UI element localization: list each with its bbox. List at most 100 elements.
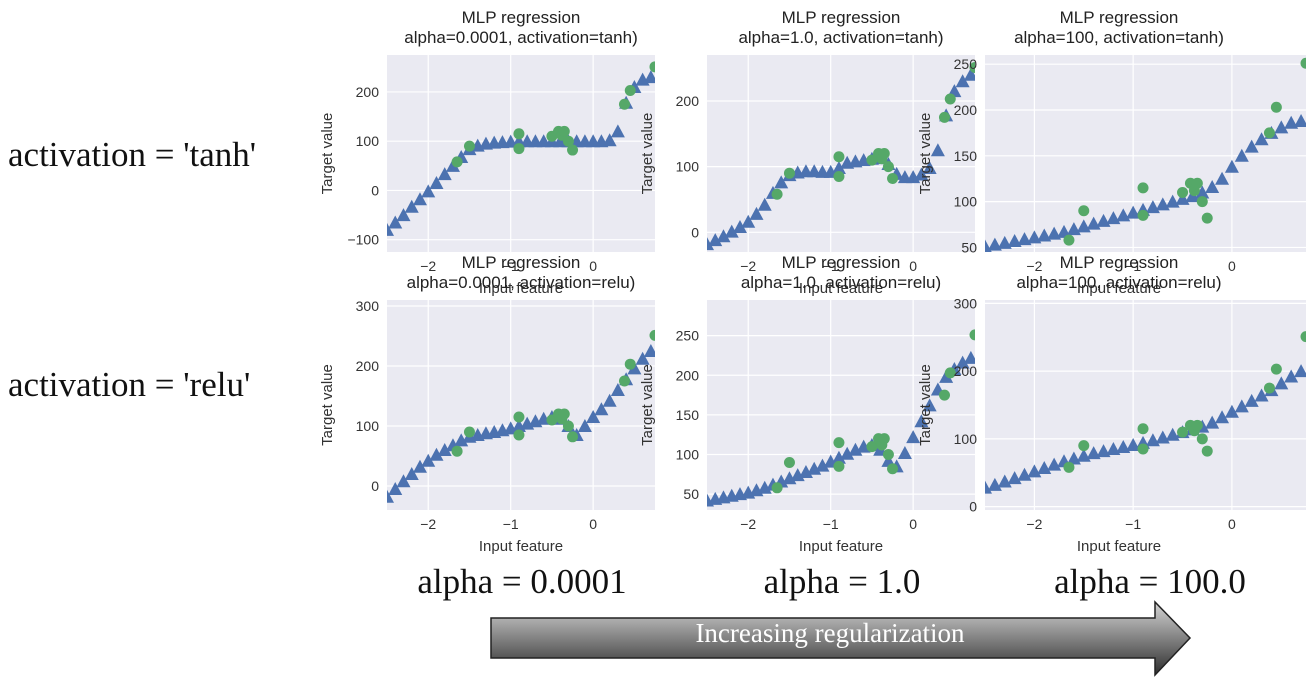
sample-point (1196, 196, 1208, 208)
prediction-point (1116, 440, 1131, 453)
y-tick-label: 150 (676, 407, 700, 423)
x-axis-label: Input feature (799, 538, 883, 555)
y-tick-label: 50 (683, 486, 699, 502)
y-axis-label: Target value (319, 364, 336, 446)
sample-point (866, 441, 878, 453)
sample-point (513, 411, 525, 423)
arrow-shape (490, 600, 1192, 677)
sample-point (624, 84, 636, 96)
column-label-alpha-0.0001: alpha = 0.0001 (417, 562, 627, 601)
prediction-point (404, 199, 419, 213)
subplot-title: MLP regression (1060, 253, 1179, 272)
x-tick-label: −1 (823, 516, 839, 532)
x-tick-label: −2 (1026, 516, 1042, 532)
y-tick-label: 200 (954, 363, 978, 379)
y-tick-label: 200 (356, 84, 380, 100)
y-tick-label: 100 (676, 447, 700, 463)
sample-point (567, 431, 579, 443)
prediction-point (602, 393, 617, 407)
prediction-point (1027, 464, 1042, 478)
prediction-point (987, 237, 1002, 251)
sample-point (938, 111, 950, 123)
sample-point (944, 367, 956, 379)
y-axis-label: Target value (639, 113, 656, 195)
prediction-point (602, 133, 617, 147)
prediction-point (1234, 399, 1249, 413)
y-axis-label: Target value (639, 364, 656, 446)
y-tick-label: 200 (676, 93, 700, 109)
subplot-title: MLP regression (1060, 8, 1179, 27)
sample-point (1177, 426, 1189, 438)
prediction-point (906, 430, 921, 444)
prediction-point (594, 402, 609, 416)
x-tick-label: −2 (1026, 258, 1042, 274)
sample-point (618, 375, 630, 387)
plot-area (985, 300, 1306, 510)
subplot-title: alpha=1.0, activation=relu) (741, 273, 941, 292)
sample-point (624, 358, 636, 370)
sample-point (1063, 461, 1075, 473)
prediction-point (396, 208, 411, 222)
sample-point (558, 125, 570, 137)
x-axis-label: Input feature (1077, 280, 1161, 297)
prediction-point (1284, 115, 1299, 129)
prediction-point (412, 459, 427, 473)
sample-point (878, 148, 890, 159)
sample-point (833, 151, 845, 163)
sample-point (771, 482, 783, 494)
y-tick-label: 0 (371, 182, 379, 198)
x-axis-label: Input feature (1077, 538, 1161, 555)
sample-point (1063, 234, 1075, 246)
prediction-point (1007, 471, 1022, 485)
prediction-point (454, 433, 469, 447)
sample-point (1078, 440, 1090, 452)
prediction-point (396, 474, 411, 488)
sample-point (649, 329, 655, 341)
prediction-point (840, 446, 855, 460)
marks (707, 329, 975, 507)
prediction-point (437, 443, 452, 456)
x-tick-label: 0 (589, 258, 597, 274)
prediction-point (774, 175, 789, 189)
sample-point (1191, 419, 1203, 431)
sample-point (1177, 186, 1189, 198)
sample-point (771, 188, 783, 200)
subplot-6: 0 100 200 300 −2 −1 0 Input feature Target value… (917, 253, 1306, 555)
prediction-point (577, 419, 592, 432)
prediction-point (1254, 132, 1269, 146)
x-tick-label: −2 (420, 258, 436, 274)
arrow-label: Increasing regularization (695, 618, 965, 648)
prediction-point (627, 361, 642, 375)
prediction-point (1244, 393, 1259, 407)
x-tick-label: −2 (420, 516, 436, 532)
sample-point (1196, 433, 1208, 445)
prediction-point (610, 124, 625, 138)
prediction-point (586, 410, 601, 423)
y-axis-label: Target value (917, 364, 934, 446)
prediction-point (1037, 461, 1052, 474)
plot-area (707, 300, 975, 510)
sample-point (1300, 57, 1306, 69)
prediction-point (1274, 376, 1289, 390)
x-tick-label: −1 (503, 258, 519, 274)
prediction-point (955, 74, 970, 88)
prediction-point (1205, 179, 1220, 193)
x-axis-label: Input feature (479, 280, 563, 297)
sample-point (969, 61, 975, 73)
y-axis-label: Target value (917, 113, 934, 195)
sample-point (513, 429, 525, 441)
sample-point (463, 426, 475, 438)
sample-point (649, 61, 655, 73)
y-tick-label: 0 (691, 224, 699, 240)
prediction-point (724, 224, 739, 238)
subplot-title: alpha=100, activation=tanh) (1014, 28, 1224, 47)
prediction-point (1086, 446, 1101, 460)
prediction-point (1047, 457, 1062, 471)
prediction-point (997, 235, 1012, 249)
subplot-title: alpha=1.0, activation=tanh) (738, 28, 943, 47)
prediction-point (1037, 228, 1052, 242)
sample-point (969, 329, 975, 341)
prediction-point (388, 215, 403, 229)
regularization-arrow (490, 600, 1192, 677)
sample-point (833, 460, 845, 472)
